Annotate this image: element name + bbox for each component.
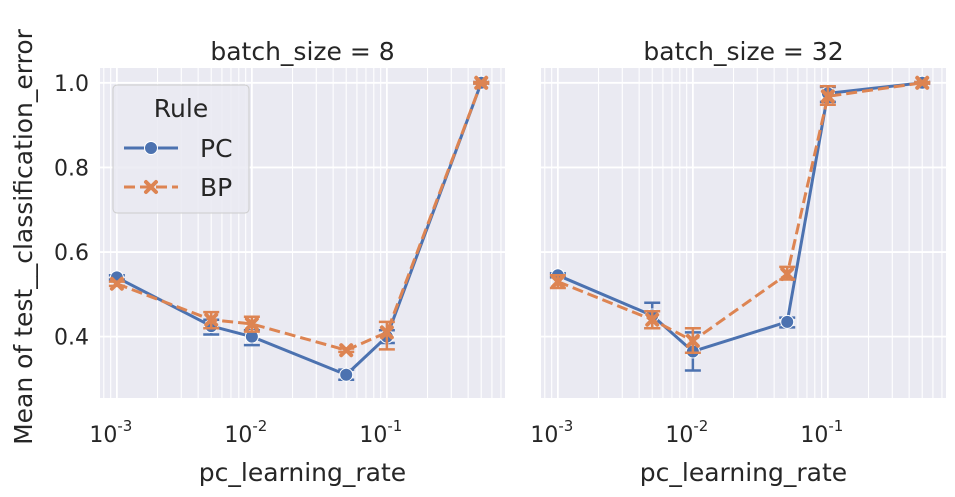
y-tick-label: 1.0 — [54, 72, 89, 97]
data-point — [204, 312, 219, 327]
data-point — [645, 312, 660, 327]
data-point — [474, 75, 489, 90]
legend-entry-bp: BP — [200, 173, 232, 202]
legend-title: Rule — [154, 94, 208, 123]
legend: Rule PC BP — [112, 84, 250, 214]
series-line — [557, 81, 923, 343]
series-line — [557, 81, 923, 353]
data-point — [109, 276, 124, 291]
facet-panel-batch-8: batch_size = 8 pc_learning_rate 10-3 10-2 10… — [54, 37, 505, 487]
facet-title: batch_size = 32 — [643, 37, 843, 66]
data-point — [339, 367, 354, 382]
y-axis-label: Mean of test__classification_error — [9, 28, 38, 445]
data-point — [820, 89, 835, 104]
legend-entry-pc: PC — [200, 134, 233, 163]
data-point — [780, 267, 795, 282]
legend-marker — [144, 180, 158, 194]
y-tick-label: 0.8 — [54, 156, 89, 181]
series-line — [116, 82, 483, 352]
data-point — [685, 333, 700, 348]
grid-lines — [541, 68, 946, 398]
x-tick-label: 10-3 — [530, 417, 573, 448]
data-point — [780, 314, 795, 329]
data-point — [379, 325, 394, 340]
data-point — [550, 274, 565, 289]
x-tick-label: 10-1 — [800, 417, 843, 448]
y-tick-label: 0.6 — [54, 241, 89, 266]
facet-title: batch_size = 8 — [210, 37, 394, 66]
x-axis-label: pc_learning_rate — [640, 458, 847, 487]
series-bp — [549, 75, 931, 354]
data-point — [915, 75, 930, 90]
facet-panel-batch-32: batch_size = 32 pc_learning_rate 10-3 10-2 1… — [530, 37, 946, 487]
series-bp — [108, 75, 490, 358]
data-point — [339, 343, 354, 358]
data-point — [244, 316, 259, 331]
y-tick-label: 0.4 — [54, 326, 89, 351]
plot-background — [541, 68, 946, 398]
legend-marker — [144, 141, 158, 155]
x-tick-label: 10-1 — [359, 417, 402, 448]
x-axis-label: pc_learning_rate — [199, 458, 406, 487]
x-tick-label: 10-3 — [89, 417, 132, 448]
x-tick-label: 10-2 — [224, 417, 267, 448]
x-tick-label: 10-2 — [665, 417, 708, 448]
